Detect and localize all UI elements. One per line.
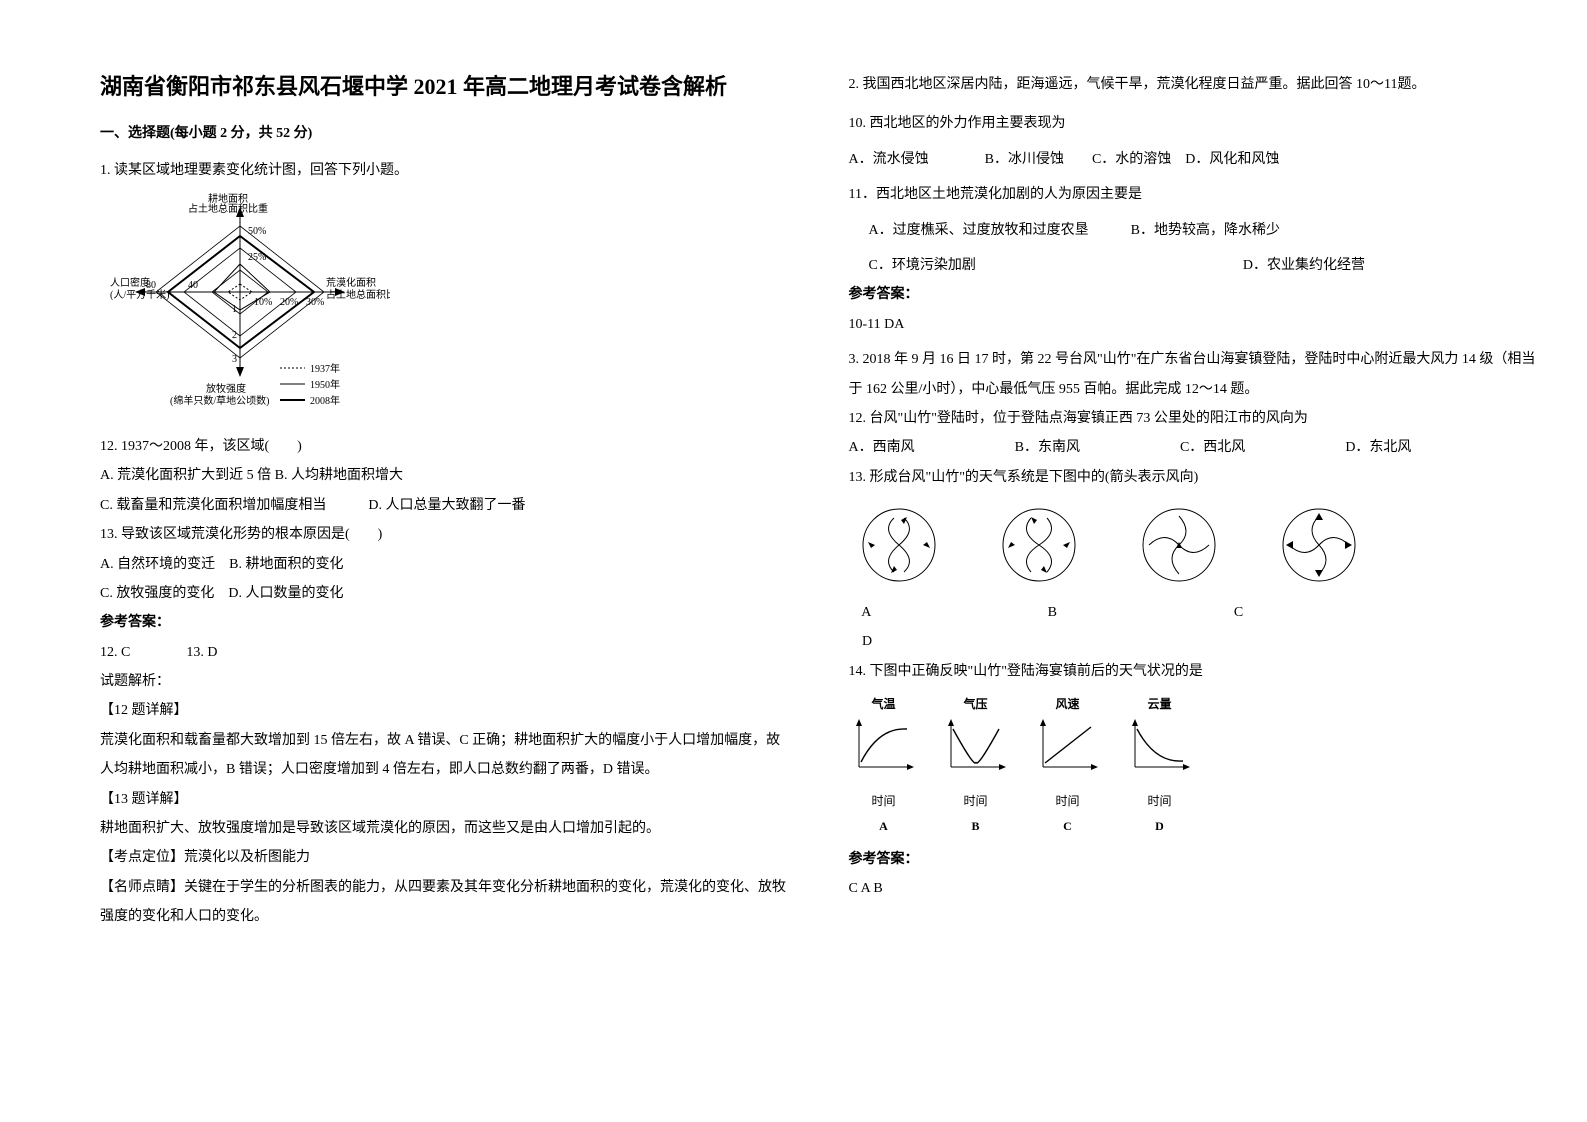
q3-q12-d: D．东北风 bbox=[1345, 440, 1411, 455]
q3-q13-stem: 13. 形成台风"山竹"的天气系统是下图中的(箭头表示风向) bbox=[849, 463, 1538, 492]
q3-answer-label: 参考答案： bbox=[849, 845, 1538, 874]
spiral-d bbox=[1269, 500, 1369, 590]
q11-opt-ab: A．过度樵采、过度放牧和过度农垦 B．地势较高，降水稀少 bbox=[869, 216, 1538, 245]
chart-d: 云量 时间 D bbox=[1125, 692, 1195, 839]
q11-stem: 11．西北地区土地荒漠化加剧的人为原因主要是 bbox=[849, 180, 1538, 209]
q2-answer-label: 参考答案： bbox=[849, 280, 1538, 309]
svg-text:(人/平方千米): (人/平方千米) bbox=[110, 288, 169, 301]
q3-q12-stem: 12. 台风"山竹"登陆时，位于登陆点海宴镇正西 73 公里处的阳江市的风向为 bbox=[849, 404, 1538, 433]
q12-stem: 12. 1937～2008 年，该区域( ) bbox=[100, 432, 789, 461]
chart-d-label: 云量 bbox=[1125, 692, 1195, 717]
q1-explain-label: 试题解析： bbox=[100, 667, 789, 696]
svg-text:30%: 30% bbox=[306, 297, 324, 308]
q11-opt-cd: C．环境污染加剧 D．农业集约化经营 bbox=[869, 251, 1538, 280]
q13-opts-ab: A. 自然环境的变迁 B. 耕地面积的变化 bbox=[100, 550, 789, 579]
q11-opt-d: D．农业集约化经营 bbox=[1243, 258, 1365, 273]
q3-q12-c: C．西北风 bbox=[1180, 440, 1245, 455]
q3-block: 3. 2018 年 9 月 16 日 17 时，第 22 号台风"山竹"在广东省… bbox=[849, 345, 1538, 904]
mini-charts: 气温 时间 A 气压 bbox=[849, 692, 1538, 839]
q2-intro: 2. 我国西北地区深居内陆，距海遥远，气候干旱，荒漠化程度日益严重。据此回答 1… bbox=[849, 70, 1538, 99]
q3-q12-b: B．东南风 bbox=[1015, 440, 1080, 455]
q1-answers: 12. C 13. D bbox=[100, 638, 789, 667]
chart-a: 气温 时间 A bbox=[849, 692, 919, 839]
spiral-b bbox=[989, 500, 1089, 590]
chart-c: 风速 时间 C bbox=[1033, 692, 1103, 839]
svg-text:(绵羊只数/草地公顷数): (绵羊只数/草地公顷数) bbox=[170, 394, 269, 407]
q1-intro: 1. 读某区域地理要素变化统计图，回答下列小题。 bbox=[100, 156, 789, 185]
chart-a-letter: A bbox=[849, 814, 919, 839]
svg-text:50%: 50% bbox=[248, 226, 266, 237]
spiral-row bbox=[849, 500, 1538, 590]
svg-text:放牧强度: 放牧强度 bbox=[206, 382, 246, 395]
q13-opts-cd: C. 放牧强度的变化 D. 人口数量的变化 bbox=[100, 579, 789, 608]
chart-b: 气压 时间 B bbox=[941, 692, 1011, 839]
q3-q12-opts: A．西南风 B．东南风 C．西北风 D．东北风 bbox=[849, 433, 1538, 462]
spiral-label-c: C bbox=[1234, 605, 1243, 620]
svg-text:10%: 10% bbox=[254, 297, 272, 308]
svg-text:40: 40 bbox=[188, 280, 198, 291]
section-1-header: 一、选择题(每小题 2 分，共 52 分) bbox=[100, 119, 789, 148]
right-column: 2. 我国西北地区深居内陆，距海遥远，气候干旱，荒漠化程度日益严重。据此回答 1… bbox=[849, 70, 1538, 1082]
spiral-labels-row2: D bbox=[849, 627, 1538, 656]
q3-intro: 3. 2018 年 9 月 16 日 17 时，第 22 号台风"山竹"在广东省… bbox=[849, 345, 1538, 404]
q1-block: 1. 读某区域地理要素变化统计图，回答下列小题。 bbox=[100, 156, 789, 931]
svg-text:人口密度: 人口密度 bbox=[110, 276, 150, 289]
q12-opts-cd: C. 载畜量和荒漠化面积增加幅度相当 D. 人口总量大致翻了一番 bbox=[100, 491, 789, 520]
q12-explain: 荒漠化面积和载畜量都大致增加到 15 倍左右，故 A 错误、C 正确；耕地面积扩… bbox=[100, 726, 789, 785]
svg-text:1: 1 bbox=[232, 304, 237, 315]
q1-mingshi: 【名师点睛】关键在于学生的分析图表的能力，从四要素及其年变化分析耕地面积的变化，… bbox=[100, 873, 789, 932]
spiral-label-d: D bbox=[862, 634, 872, 649]
svg-text:1937年: 1937年 bbox=[310, 362, 340, 375]
q3-answers: C A B bbox=[849, 874, 1538, 903]
q12-opts-ab: A. 荒漠化面积扩大到近 5 倍 B. 人均耕地面积增大 bbox=[100, 461, 789, 490]
chart-a-x: 时间 bbox=[849, 789, 919, 814]
svg-text:20%: 20% bbox=[280, 297, 298, 308]
svg-text:25%: 25% bbox=[248, 252, 266, 263]
chart-c-letter: C bbox=[1033, 814, 1103, 839]
svg-text:占土地总面积比重: 占土地总面积比重 bbox=[188, 202, 268, 215]
radar-diagram: 50% 25% 80 40 10% 20% 30% 1 2 3 耕地面积 占土地… bbox=[110, 192, 390, 426]
svg-text:荒漠化面积: 荒漠化面积 bbox=[326, 276, 376, 289]
chart-b-label: 气压 bbox=[941, 692, 1011, 717]
q10-stem: 10. 西北地区的外力作用主要表现为 bbox=[849, 109, 1538, 138]
q11-opt-c: C．环境污染加剧 bbox=[869, 258, 976, 273]
svg-text:2: 2 bbox=[232, 330, 237, 341]
chart-c-x: 时间 bbox=[1033, 789, 1103, 814]
svg-text:占土地总面积比重: 占土地总面积比重 bbox=[326, 288, 390, 301]
svg-text:1950年: 1950年 bbox=[310, 378, 340, 391]
exam-title: 湖南省衡阳市祁东县风石堰中学 2021 年高二地理月考试卷含解析 bbox=[100, 70, 789, 103]
q13-explain: 耕地面积扩大、放牧强度增加是导致该区域荒漠化的原因，而这些又是由人口增加引起的。 bbox=[100, 814, 789, 843]
q3-q14-stem: 14. 下图中正确反映"山竹"登陆海宴镇前后的天气状况的是 bbox=[849, 657, 1538, 686]
spiral-labels-row1: A B C bbox=[849, 598, 1538, 627]
spiral-label-a: A bbox=[861, 605, 870, 620]
left-column: 湖南省衡阳市祁东县风石堰中学 2021 年高二地理月考试卷含解析 一、选择题(每… bbox=[100, 70, 789, 1082]
chart-d-letter: D bbox=[1125, 814, 1195, 839]
q2-block: 2. 我国西北地区深居内陆，距海遥远，气候干旱，荒漠化程度日益严重。据此回答 1… bbox=[849, 70, 1538, 339]
q10-opts: A．流水侵蚀 B．冰川侵蚀 C．水的溶蚀 D．风化和风蚀 bbox=[849, 145, 1538, 174]
chart-d-x: 时间 bbox=[1125, 789, 1195, 814]
q1-kaodian: 【考点定位】荒漠化以及析图能力 bbox=[100, 843, 789, 872]
q2-answers: 10-11 DA bbox=[849, 310, 1538, 339]
q3-q12-a: A．西南风 bbox=[849, 440, 915, 455]
spiral-label-b: B bbox=[1048, 605, 1057, 620]
chart-b-letter: B bbox=[941, 814, 1011, 839]
svg-text:3: 3 bbox=[232, 354, 237, 365]
chart-b-x: 时间 bbox=[941, 789, 1011, 814]
q1-answer-label: 参考答案： bbox=[100, 608, 789, 637]
chart-c-label: 风速 bbox=[1033, 692, 1103, 717]
svg-text:2008年: 2008年 bbox=[310, 394, 340, 407]
q13-explain-h: 【13 题详解】 bbox=[100, 785, 789, 814]
q13-stem: 13. 导致该区域荒漠化形势的根本原因是( ) bbox=[100, 520, 789, 549]
page-container: 湖南省衡阳市祁东县风石堰中学 2021 年高二地理月考试卷含解析 一、选择题(每… bbox=[100, 70, 1537, 1082]
q12-explain-h: 【12 题详解】 bbox=[100, 696, 789, 725]
chart-a-label: 气温 bbox=[849, 692, 919, 717]
spiral-a bbox=[849, 500, 949, 590]
spiral-c bbox=[1129, 500, 1229, 590]
